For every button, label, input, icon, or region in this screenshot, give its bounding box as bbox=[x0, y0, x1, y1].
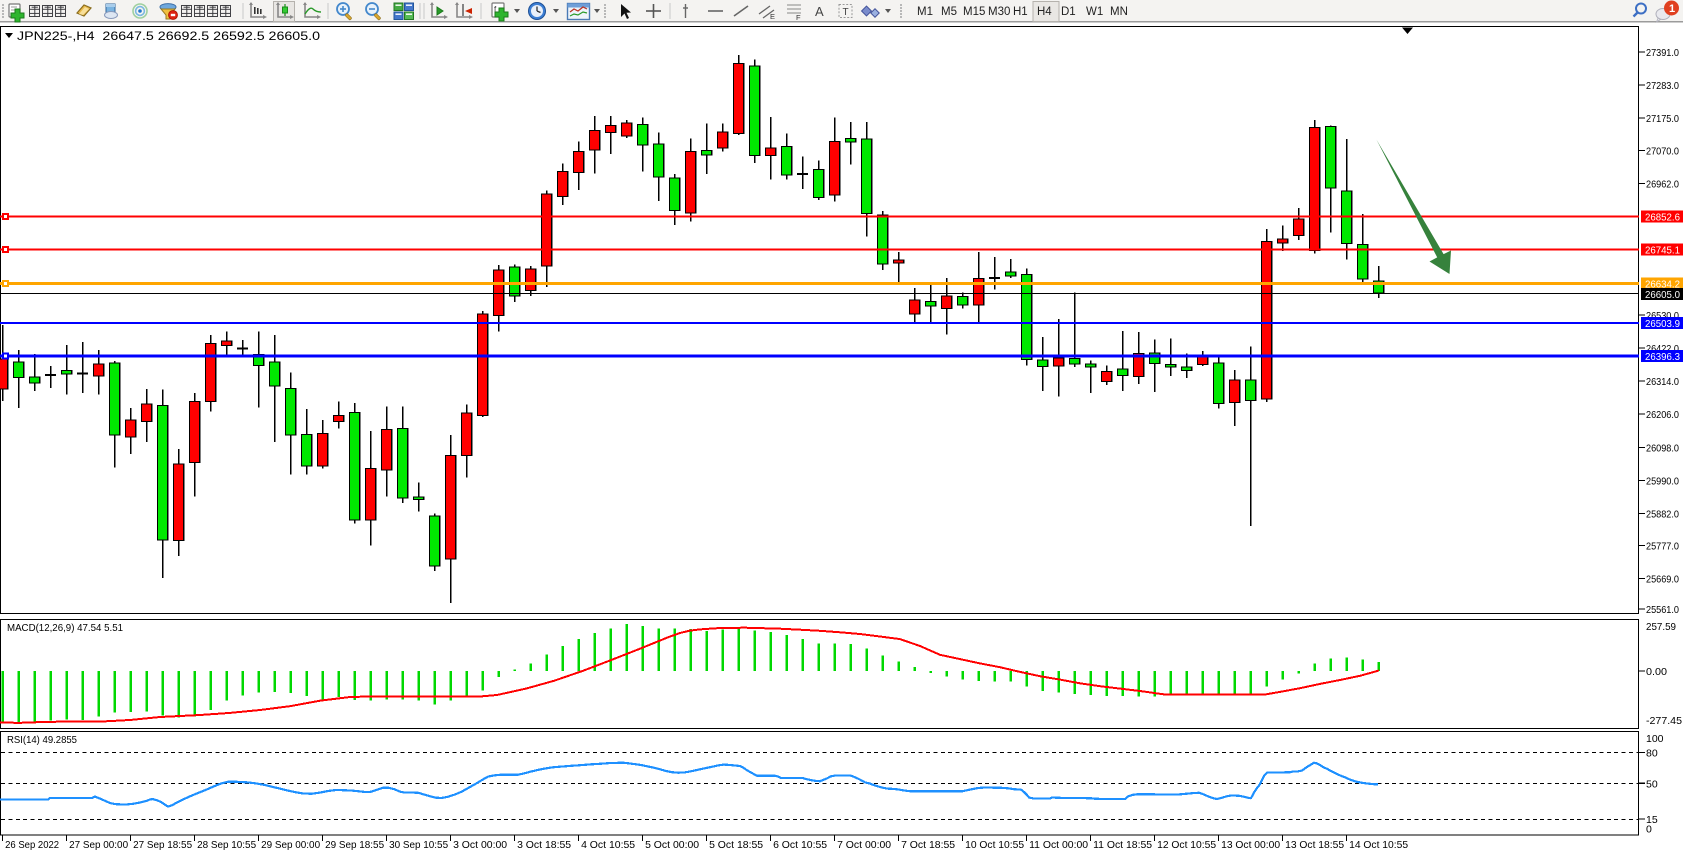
svg-text:12 Oct 10:55: 12 Oct 10:55 bbox=[1157, 839, 1216, 851]
svg-text:H4: H4 bbox=[1037, 6, 1052, 18]
svg-text:25882.0: 25882.0 bbox=[1646, 509, 1679, 521]
svg-text:W1: W1 bbox=[1086, 6, 1103, 18]
svg-text:27070.0: 27070.0 bbox=[1646, 146, 1679, 158]
svg-text:27 Sep 18:55: 27 Sep 18:55 bbox=[133, 839, 192, 851]
svg-text:29 Sep 00:00: 29 Sep 00:00 bbox=[261, 839, 320, 851]
svg-text:A: A bbox=[815, 4, 824, 19]
svg-text:26634.2: 26634.2 bbox=[1645, 279, 1680, 291]
svg-text:JPN225-,H4 26647.5 26692.5 26: JPN225-,H4 26647.5 26692.5 26592.5 26605… bbox=[17, 29, 320, 43]
svg-text:80: 80 bbox=[1646, 748, 1658, 760]
svg-text:14 Oct 10:55: 14 Oct 10:55 bbox=[1349, 839, 1408, 851]
svg-text:257.59: 257.59 bbox=[1646, 621, 1676, 633]
svg-text:26962.0: 26962.0 bbox=[1646, 179, 1679, 191]
svg-text:26206.0: 26206.0 bbox=[1646, 409, 1679, 421]
svg-text:25669.0: 25669.0 bbox=[1646, 574, 1679, 586]
svg-text:26396.3: 26396.3 bbox=[1645, 351, 1680, 363]
svg-text:M30: M30 bbox=[988, 6, 1010, 18]
svg-text:7 Oct 18:55: 7 Oct 18:55 bbox=[901, 839, 955, 851]
svg-text:RSI(14) 49.2855: RSI(14) 49.2855 bbox=[7, 734, 77, 746]
svg-text:5 Oct 00:00: 5 Oct 00:00 bbox=[645, 839, 699, 851]
svg-text:26503.9: 26503.9 bbox=[1645, 318, 1680, 330]
svg-text:13 Oct 00:00: 13 Oct 00:00 bbox=[1221, 839, 1280, 851]
svg-text:-277.45: -277.45 bbox=[1646, 715, 1682, 727]
svg-text:11 Oct 00:00: 11 Oct 00:00 bbox=[1029, 839, 1088, 851]
svg-text:3 Oct 00:00: 3 Oct 00:00 bbox=[453, 839, 507, 851]
svg-text:25777.0: 25777.0 bbox=[1646, 541, 1679, 553]
svg-text:27 Sep 00:00: 27 Sep 00:00 bbox=[69, 839, 128, 851]
svg-text:3 Oct 18:55: 3 Oct 18:55 bbox=[517, 839, 571, 851]
svg-text:26 Sep 2022: 26 Sep 2022 bbox=[5, 839, 59, 851]
svg-text:7 Oct 00:00: 7 Oct 00:00 bbox=[837, 839, 891, 851]
svg-text:15: 15 bbox=[1646, 814, 1658, 826]
svg-text:25990.0: 25990.0 bbox=[1646, 476, 1679, 488]
svg-text:27391.0: 27391.0 bbox=[1646, 47, 1679, 59]
svg-text:27283.0: 27283.0 bbox=[1646, 80, 1679, 92]
svg-text:25561.0: 25561.0 bbox=[1646, 604, 1679, 616]
svg-text:4 Oct 10:55: 4 Oct 10:55 bbox=[581, 839, 635, 851]
svg-text:50: 50 bbox=[1646, 778, 1658, 790]
svg-text:26098.0: 26098.0 bbox=[1646, 443, 1679, 455]
svg-text:26852.6: 26852.6 bbox=[1645, 212, 1680, 224]
svg-text:30 Sep 10:55: 30 Sep 10:55 bbox=[389, 839, 448, 851]
svg-text:E: E bbox=[770, 12, 775, 21]
svg-text:100: 100 bbox=[1646, 733, 1664, 745]
svg-text:T: T bbox=[843, 7, 849, 18]
svg-text:F: F bbox=[796, 13, 801, 22]
svg-text:10 Oct 10:55: 10 Oct 10:55 bbox=[965, 839, 1024, 851]
svg-text:26314.0: 26314.0 bbox=[1646, 376, 1679, 388]
svg-text:0.00: 0.00 bbox=[1646, 666, 1667, 678]
svg-text:5 Oct 18:55: 5 Oct 18:55 bbox=[709, 839, 763, 851]
svg-text:13 Oct 18:55: 13 Oct 18:55 bbox=[1285, 839, 1344, 851]
svg-text:6 Oct 10:55: 6 Oct 10:55 bbox=[773, 839, 827, 851]
svg-text:M15: M15 bbox=[963, 6, 985, 18]
svg-text:M1: M1 bbox=[917, 6, 933, 18]
svg-text:M5: M5 bbox=[941, 6, 957, 18]
svg-text:0: 0 bbox=[1646, 824, 1652, 836]
svg-text:29 Sep 18:55: 29 Sep 18:55 bbox=[325, 839, 384, 851]
svg-text:28 Sep 10:55: 28 Sep 10:55 bbox=[197, 839, 256, 851]
svg-text:26745.1: 26745.1 bbox=[1645, 245, 1680, 257]
svg-text:D1: D1 bbox=[1061, 6, 1076, 18]
svg-text:27175.0: 27175.0 bbox=[1646, 113, 1679, 125]
svg-text:11 Oct 18:55: 11 Oct 18:55 bbox=[1093, 839, 1152, 851]
svg-text:H1: H1 bbox=[1013, 6, 1028, 18]
svg-text:1: 1 bbox=[1669, 3, 1675, 15]
svg-text:MACD(12,26,9) 47.54 5.51: MACD(12,26,9) 47.54 5.51 bbox=[7, 622, 123, 634]
svg-text:MN: MN bbox=[1110, 6, 1128, 18]
svg-text:f: f bbox=[494, 5, 497, 14]
svg-text:26605.0: 26605.0 bbox=[1645, 289, 1680, 301]
